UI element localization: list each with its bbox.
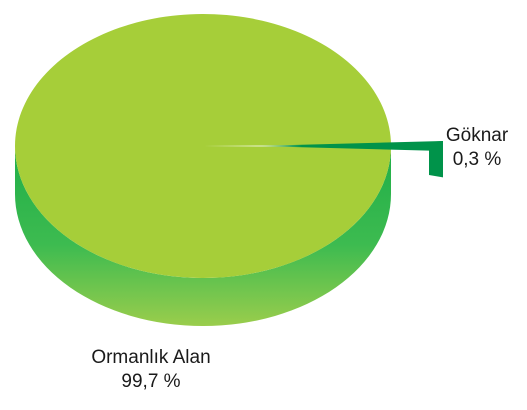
slice-name-goknar: Göknar	[445, 125, 509, 146]
pie-slice-goknar	[255, 141, 443, 151]
pie-side-ormanlik-alan	[15, 146, 391, 326]
slice-name-ormanlik-alan: Ormanlık Alan	[91, 347, 211, 368]
pie-side-goknar	[429, 141, 443, 178]
pie-slice-ormanlik-alan	[14, 14, 391, 279]
slice-value-ormanlik-alan: 99,7 %	[121, 371, 181, 392]
slice-value-goknar: 0,3 %	[452, 149, 502, 170]
slice-label-goknar: Göknar 0,3 %	[432, 124, 522, 172]
slice-label-ormanlik-alan: Ormanlık Alan 99,7 %	[66, 346, 236, 394]
